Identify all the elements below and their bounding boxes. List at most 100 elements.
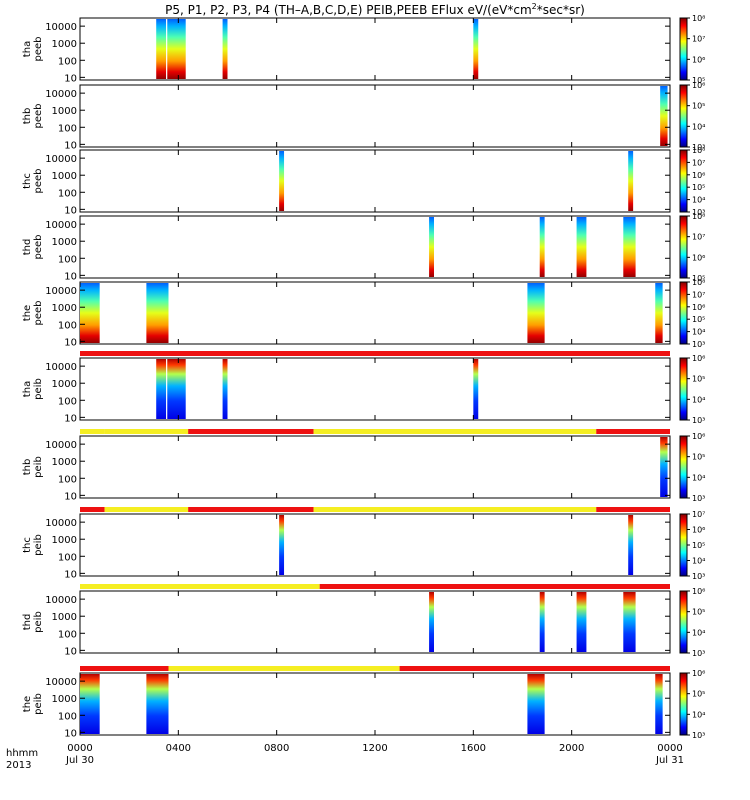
colorbar-tick-label: 10⁴ <box>692 122 705 131</box>
y-tick-label: 10 <box>64 646 77 657</box>
y-tick-label: 10 <box>64 491 77 502</box>
colorbar-tick-label: 10⁶ <box>692 253 705 262</box>
colorbar-tick-label: 10⁸ <box>692 212 705 221</box>
y-tick-label: 10000 <box>45 154 77 165</box>
panel-probe-label: thc <box>22 173 33 189</box>
panel-thb-peeb: thbpeeb 10 100 1000 10000 10³ 10⁴ 10⁵ 10⁶ <box>22 81 705 152</box>
colorbar-tick-label: 10⁵ <box>692 102 705 111</box>
colorbar <box>679 435 688 499</box>
x-tick-label: 0000 <box>67 743 92 754</box>
spectrum-burst <box>660 437 668 497</box>
y-tick-label: 10 <box>64 73 77 84</box>
spectrum-burst <box>628 515 634 575</box>
panel-product-label: peeb <box>33 37 44 62</box>
colorbar-tick-label: 10⁵ <box>692 690 705 699</box>
spectrum-burst <box>146 674 169 734</box>
panel-ylabel: thdpeib <box>22 611 44 633</box>
colorbar-tick-label: 10⁷ <box>692 35 705 44</box>
spectrum-burst <box>623 592 636 652</box>
x-corner-label-year: 2013 <box>6 760 31 771</box>
panel-the-peib: thepeib 10 100 1000 10000 10³ 10⁴ 10⁵ 10⁶ <box>22 666 705 740</box>
colorbar-tick-label: 10⁵ <box>692 453 705 462</box>
spectrum-burst <box>429 592 434 652</box>
colorbar <box>679 17 688 81</box>
x-tick-label: 1600 <box>461 743 486 754</box>
panel-product-label: peib <box>33 378 44 400</box>
panel-probe-label: the <box>22 305 33 321</box>
spectrum-burst <box>576 592 587 652</box>
spectrum-burst <box>527 283 545 343</box>
colorbar-tick-label: 10³ <box>692 649 705 658</box>
x-tick-sublabel: Jul 31 <box>655 755 684 766</box>
panel-product-label: peeb <box>33 235 44 260</box>
panel-probe-label: the <box>22 696 33 712</box>
spectrum-burst <box>655 674 663 734</box>
colorbar <box>679 149 688 213</box>
panel-product-label: peib <box>33 534 44 556</box>
x-corner-label-hhmm: hhmm <box>6 748 38 759</box>
panel-ylabel: thepeeb <box>22 301 44 326</box>
y-tick-label: 1000 <box>52 535 77 546</box>
y-tick-label: 100 <box>58 711 77 722</box>
colorbar <box>679 215 688 279</box>
panel-product-label: peeb <box>33 301 44 326</box>
panel-frame <box>79 513 671 577</box>
spectrum-burst <box>156 19 167 79</box>
y-tick-label: 10000 <box>45 440 77 451</box>
mode-bar-segment <box>596 507 670 512</box>
y-tick-label: 1000 <box>52 106 77 117</box>
spectrum-burst <box>473 19 479 79</box>
y-tick-label: 100 <box>58 552 77 563</box>
panel-the-peeb: thepeeb 10 100 1000 10000 10³ 10⁴ 10⁵ 10⁶ 10⁷ 10⁸ <box>22 278 705 349</box>
mode-bar-segment <box>80 507 105 512</box>
y-tick-label: 1000 <box>52 612 77 623</box>
y-tick-label: 10 <box>64 140 77 151</box>
spectrum-burst <box>473 359 479 419</box>
spectrum-burst <box>628 151 634 211</box>
colorbar-tick-label: 10³ <box>692 494 705 503</box>
colorbar-tick-label: 10⁶ <box>692 432 705 441</box>
spectrum-burst <box>623 217 636 277</box>
colorbar-tick-label: 10⁵ <box>692 315 705 324</box>
y-tick-label: 10 <box>64 413 77 424</box>
mode-bar-segment <box>80 584 320 589</box>
colorbar-tick-label: 10⁸ <box>692 278 705 287</box>
y-tick-label: 100 <box>58 56 77 67</box>
spectrum-burst <box>539 217 545 277</box>
y-tick-label: 10 <box>64 337 77 348</box>
y-tick-label: 100 <box>58 123 77 134</box>
colorbar-tick-label: 10⁵ <box>692 608 705 617</box>
colorbar-tick-label: 10⁶ <box>692 55 705 64</box>
mode-bar-segment <box>313 429 597 434</box>
y-tick-label: 10000 <box>45 22 77 33</box>
spectrum-burst <box>146 283 169 343</box>
colorbar-tick-label: 10⁶ <box>692 587 705 596</box>
colorbar <box>679 672 688 736</box>
panel-frame <box>79 149 671 213</box>
panel-ylabel: thapeeb <box>22 37 44 62</box>
y-tick-label: 100 <box>58 474 77 485</box>
spectrum-burst <box>222 19 228 79</box>
panels-group: thapeeb1010010001000010⁵10⁶10⁷10⁸thbpeeb… <box>22 14 705 740</box>
colorbar-tick-label: 10⁵ <box>692 541 705 550</box>
mode-bar-segment <box>80 666 169 671</box>
y-tick-label: 1000 <box>52 303 77 314</box>
mode-bar-segment <box>188 507 314 512</box>
panel-thd-peeb: thdpeeb 10 100 1000 10000 10⁵ 10⁶ 10⁷ 10⁸ <box>22 212 705 283</box>
panel-ylabel: thapeib <box>22 378 44 400</box>
mode-bar-segment <box>596 429 670 434</box>
chart-title-main: P5, P1, P2, P3, P4 (TH–A,B,C,D,E) PEIB,P… <box>165 3 532 17</box>
panel-probe-label: tha <box>22 41 33 57</box>
colorbar-tick-label: 10⁶ <box>692 669 705 678</box>
spectrum-burst <box>660 86 668 146</box>
y-tick-label: 10000 <box>45 595 77 606</box>
spectrum-burst <box>527 674 545 734</box>
mode-bar-segment <box>104 507 189 512</box>
colorbar-tick-label: 10³ <box>692 143 705 152</box>
panel-probe-label: tha <box>22 381 33 397</box>
y-tick-label: 10 <box>64 728 77 739</box>
chart-title: P5, P1, P2, P3, P4 (TH–A,B,C,D,E) PEIB,P… <box>165 2 585 17</box>
panel-product-label: peib <box>33 693 44 715</box>
spectrum-burst <box>167 359 186 419</box>
